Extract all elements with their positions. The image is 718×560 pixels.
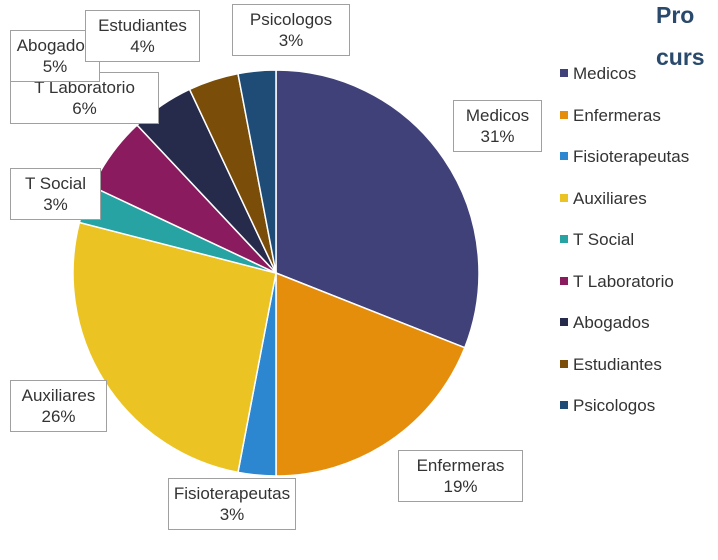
category-label: Enfermeras	[416, 456, 505, 475]
legend-item: Psicologos	[560, 396, 655, 416]
legend-item: Abogados	[560, 313, 650, 333]
data-label: Fisioterapeutas 3%	[168, 478, 296, 530]
data-label: T Social 3%	[10, 168, 101, 220]
legend-item: Medicos	[560, 64, 636, 84]
value-label: 4%	[130, 37, 155, 56]
chart-title: Pro	[656, 2, 695, 28]
data-label: Psicologos 3%	[232, 4, 350, 56]
category-label: Estudiantes	[98, 16, 187, 35]
legend-item: T Laboratorio	[560, 272, 674, 292]
legend-swatch	[560, 401, 568, 409]
value-label: 3%	[219, 505, 245, 524]
legend-label: Abogados	[573, 313, 650, 332]
legend-item: Enfermeras	[560, 106, 661, 126]
legend-swatch	[560, 318, 568, 326]
legend-swatch	[560, 152, 568, 160]
category-label: Medicos	[465, 106, 530, 125]
category-label: T Laboratorio	[34, 78, 135, 97]
legend-item: Estudiantes	[560, 355, 662, 375]
data-label: Enfermeras 19%	[398, 450, 523, 502]
legend-label: Auxiliares	[573, 188, 647, 208]
legend-item: T Social	[560, 230, 634, 250]
legend-label: T Laboratorio	[573, 271, 674, 291]
pie-slice	[237, 69, 277, 274]
value-label: 5%	[42, 57, 68, 76]
value-label: 3%	[278, 31, 304, 50]
legend-item: Auxiliares	[560, 189, 647, 209]
legend-swatch	[560, 235, 568, 243]
category-label: Psicologos	[249, 10, 333, 29]
value-label: 31%	[480, 127, 515, 146]
legend-swatch	[560, 276, 568, 285]
legend-label: T Social	[573, 230, 635, 249]
value-label: 19%	[443, 477, 478, 496]
legend-label: Estudiantes	[573, 354, 662, 374]
value-label: 26%	[41, 407, 76, 426]
data-label: Medicos 31%	[453, 100, 542, 152]
pie-slice	[275, 271, 466, 477]
pie-slice	[275, 69, 480, 349]
legend-label: Fisioterapeutas	[573, 147, 690, 166]
legend-label: Medicos	[573, 64, 637, 83]
value-label: 3%	[43, 195, 68, 214]
category-label: Abogados	[16, 36, 94, 55]
data-label: Estudiantes 4%	[85, 10, 200, 62]
legend-label: Psicologos	[573, 396, 656, 415]
legend-swatch	[560, 69, 568, 77]
legend-swatch	[560, 193, 568, 202]
category-label: Fisioterapeutas	[173, 484, 291, 503]
legend-label: Enfermeras	[573, 105, 661, 125]
value-label: 6%	[72, 99, 97, 118]
category-label: T Social	[24, 174, 87, 193]
legend-swatch	[560, 110, 568, 119]
chart-title: curs	[656, 44, 705, 70]
legend-swatch	[560, 359, 568, 368]
category-label: Auxiliares	[21, 386, 96, 405]
data-label: Auxiliares 26%	[10, 380, 107, 432]
legend-item: Fisioterapeutas	[560, 147, 689, 167]
